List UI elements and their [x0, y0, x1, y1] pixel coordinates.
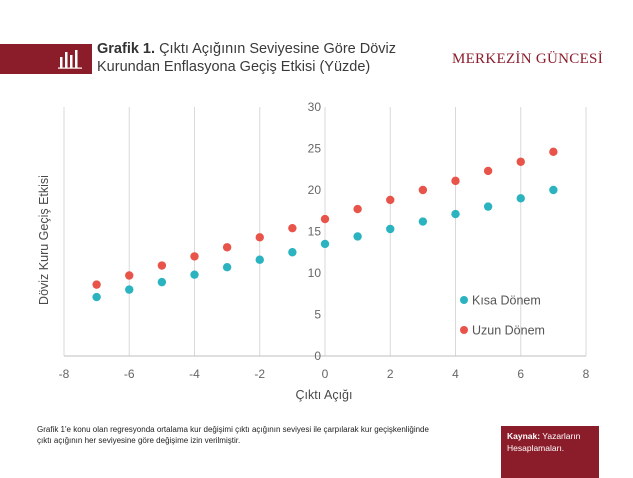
- x-tick-label: 0: [322, 367, 329, 381]
- data-point-long-term: [288, 223, 297, 233]
- x-tick-label: 6: [517, 367, 524, 381]
- footnote: Grafik 1'e konu olan regresyonda ortalam…: [37, 425, 429, 445]
- data-point-long-term: [353, 204, 362, 214]
- data-point-long-term: [92, 280, 101, 289]
- data-point-short-term: [386, 224, 395, 234]
- data-point-short-term: [157, 277, 167, 287]
- y-tick-label: 20: [308, 183, 322, 197]
- data-point-long-term: [125, 271, 134, 280]
- legend-label: Uzun Dönem: [472, 324, 545, 338]
- data-point-short-term: [92, 292, 101, 302]
- x-axis-title: Çıktı Açığı: [296, 388, 353, 402]
- data-point-long-term: [483, 166, 493, 176]
- data-point-long-term: [157, 261, 167, 270]
- data-point-short-term: [288, 248, 297, 257]
- chart-title-label: Grafik 1.: [97, 41, 156, 57]
- data-point-short-term: [125, 285, 134, 294]
- data-point-long-term: [222, 243, 232, 252]
- source-box: Kaynak: Yazarların Hesaplamaları.: [501, 426, 599, 478]
- data-point-long-term: [451, 176, 460, 186]
- data-point-long-term: [516, 157, 525, 166]
- data-point-short-term: [549, 185, 558, 195]
- data-point-long-term: [255, 233, 264, 242]
- data-point-long-term: [190, 252, 199, 261]
- x-tick-label: -4: [189, 367, 200, 381]
- x-tick-label: -2: [254, 367, 265, 381]
- x-tick-label: 8: [583, 367, 590, 381]
- data-point-short-term: [320, 239, 330, 249]
- data-point-short-term: [483, 202, 493, 211]
- data-point-long-term: [549, 147, 558, 157]
- data-point-short-term: [255, 255, 264, 264]
- x-tick-label: -6: [124, 367, 135, 381]
- y-tick-label: 30: [308, 100, 322, 114]
- y-axis-title: Döviz Kuru Geçiş Etkisi: [37, 175, 51, 305]
- data-point-short-term: [353, 232, 362, 241]
- y-tick-label: 25: [308, 142, 322, 156]
- y-tick-label: 0: [314, 349, 321, 363]
- source-text: Yazarların Hesaplamaları.: [507, 431, 581, 453]
- y-tick-label: 5: [314, 308, 321, 322]
- legend-marker: [460, 326, 468, 334]
- data-point-long-term: [320, 214, 330, 224]
- brand-name: MERKEZİN GÜNCESİ: [451, 51, 603, 67]
- data-point-short-term: [418, 217, 428, 226]
- chart-title-text: Çıktı Açığının Seviyesine Göre Döviz Kur…: [97, 41, 396, 75]
- x-tick-label: -8: [59, 367, 70, 381]
- data-point-long-term: [418, 185, 428, 195]
- y-tick-label: 15: [308, 225, 322, 239]
- data-point-short-term: [222, 262, 232, 272]
- legend-label: Kısa Dönem: [472, 294, 541, 308]
- data-point-short-term: [451, 209, 460, 219]
- x-tick-label: 4: [452, 367, 459, 381]
- header-accent-bar: [0, 44, 92, 74]
- chart-title: Grafik 1. Çıktı Açığının Seviyesine Göre…: [97, 40, 427, 76]
- legend-marker: [460, 296, 468, 304]
- bar-chart-icon: [58, 50, 82, 69]
- data-point-short-term: [190, 270, 199, 279]
- data-point-long-term: [386, 195, 395, 205]
- data-point-short-term: [516, 194, 525, 203]
- y-tick-label: 10: [308, 266, 322, 280]
- x-tick-label: 2: [387, 367, 394, 381]
- source-label: Kaynak:: [507, 431, 541, 441]
